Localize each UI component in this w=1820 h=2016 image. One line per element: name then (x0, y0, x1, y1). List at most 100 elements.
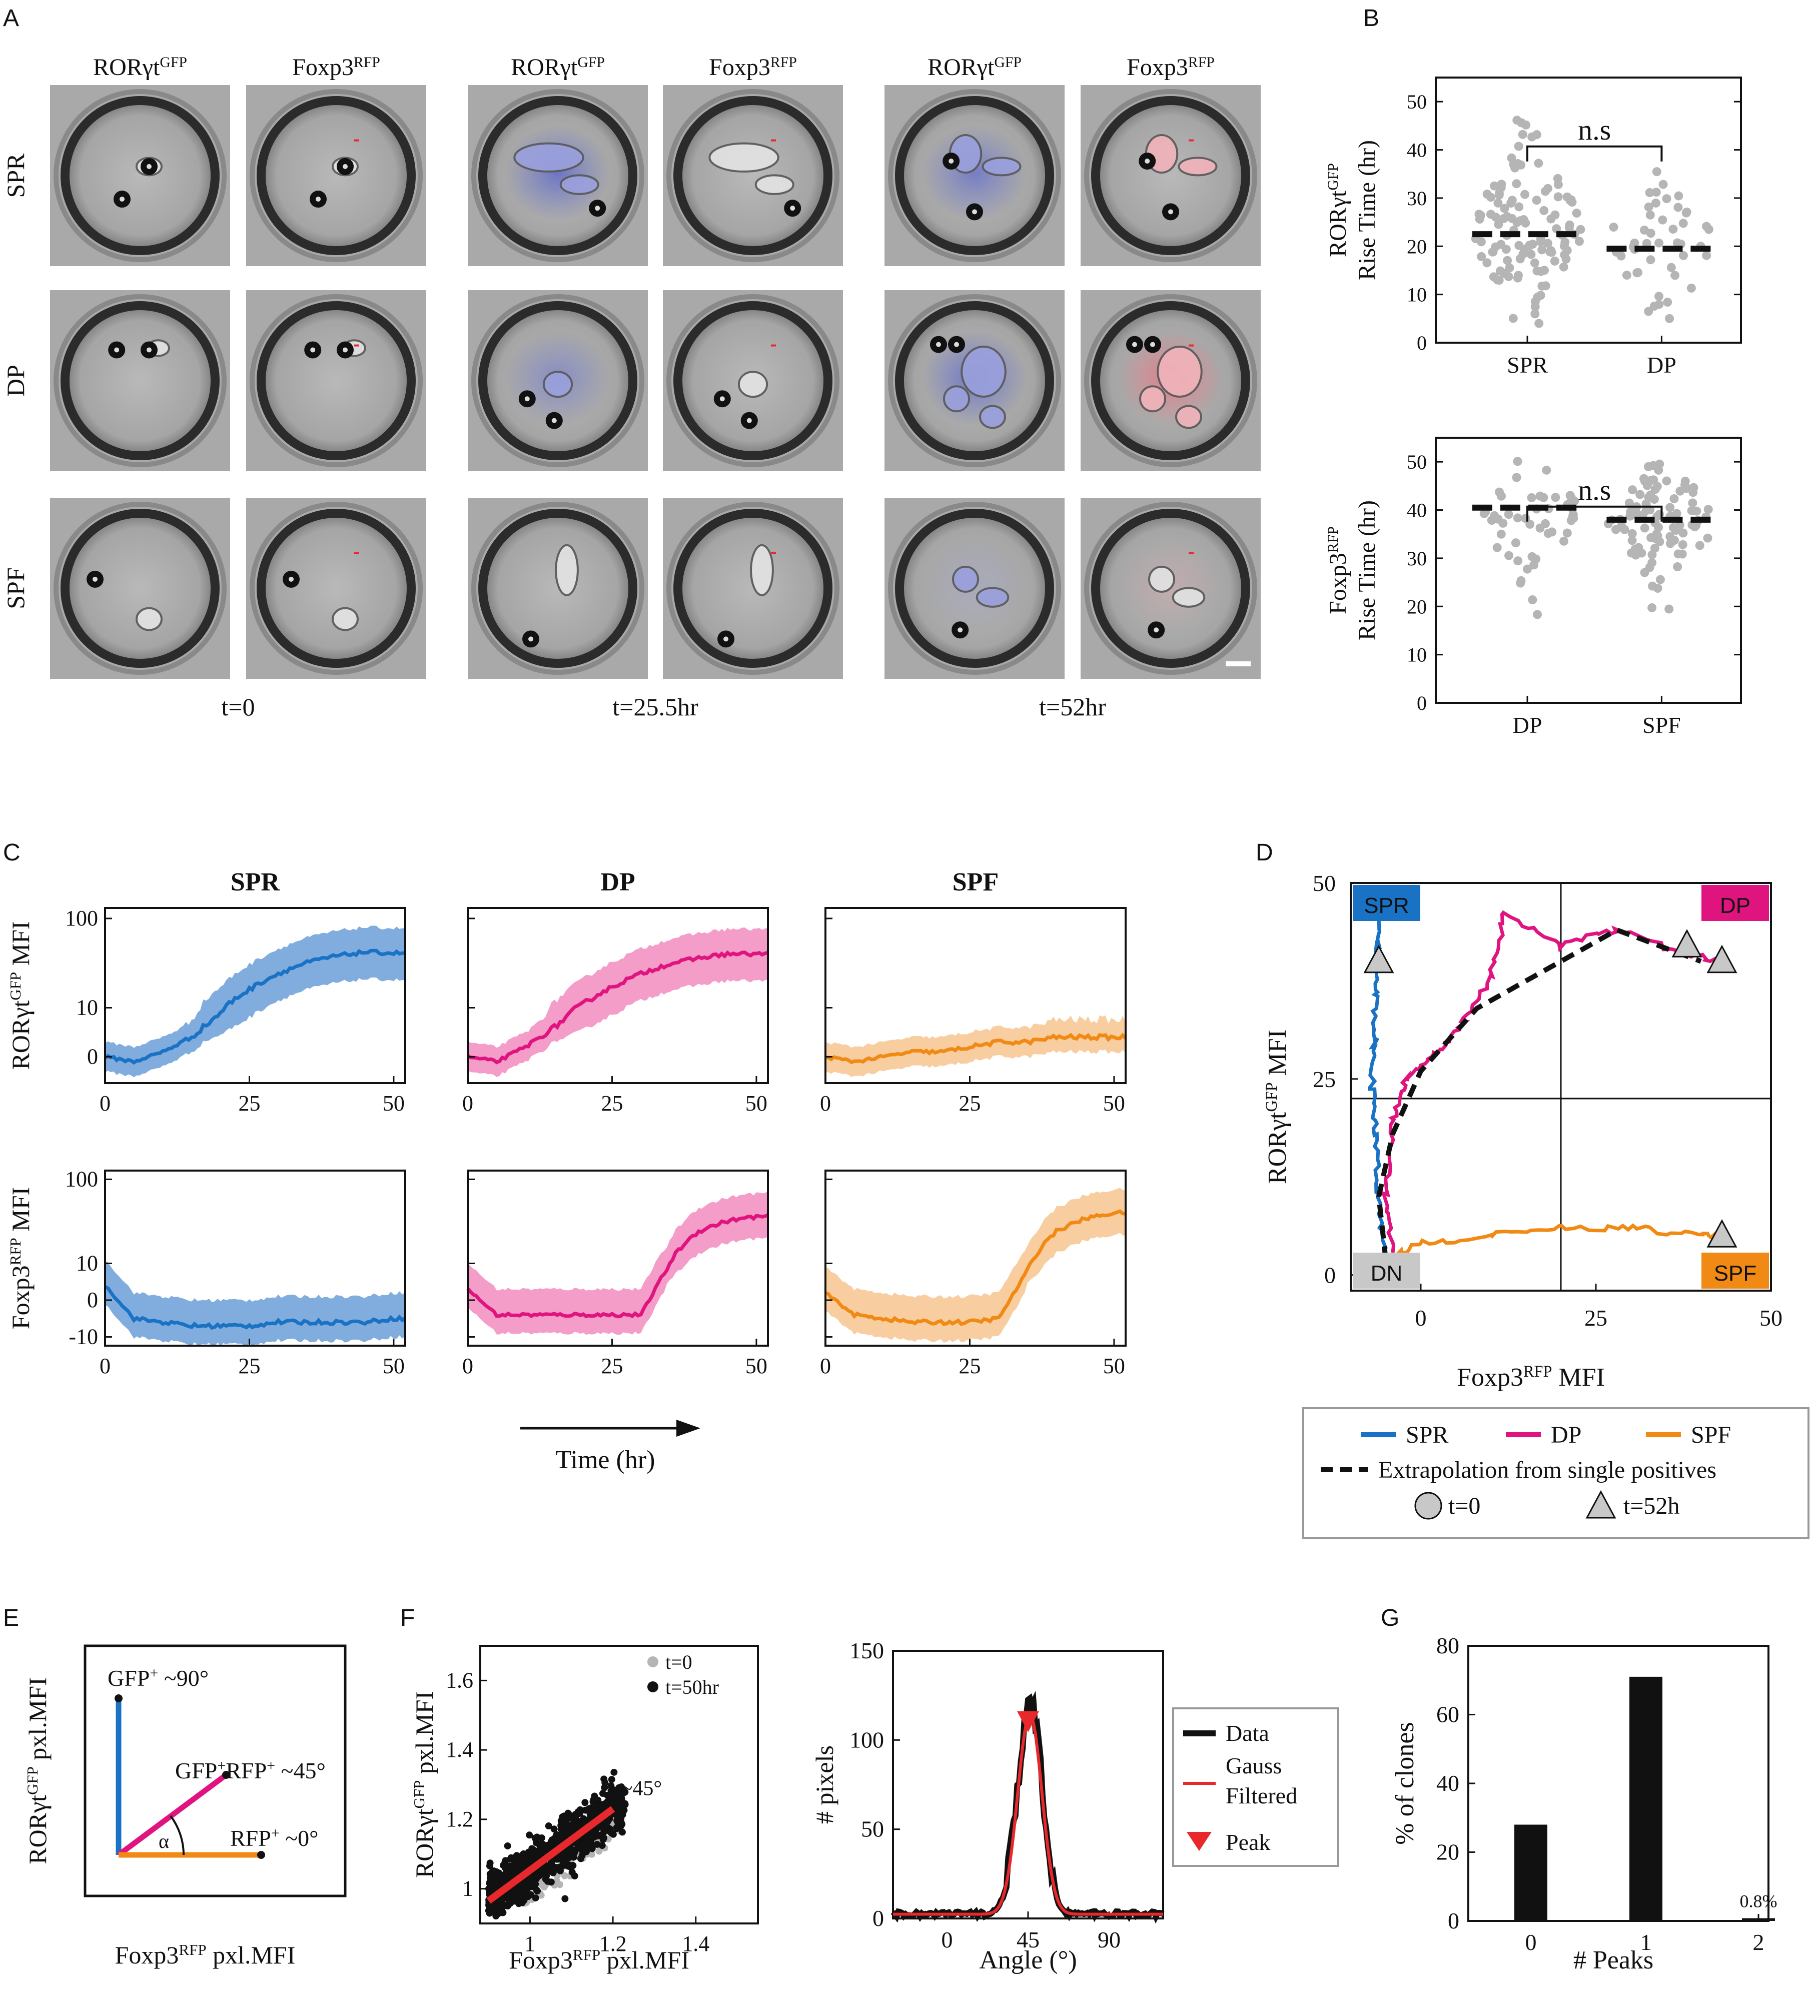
data-point (1665, 532, 1675, 541)
plot-frame (467, 1170, 769, 1347)
trajectory-spr (1367, 912, 1390, 1259)
data-point-t50 (518, 1899, 526, 1906)
well-outer (250, 89, 423, 262)
data-point (1622, 271, 1631, 280)
well (673, 96, 832, 255)
data-point (1546, 246, 1556, 256)
data-point-t50 (621, 1800, 629, 1808)
data-point-t50 (507, 1899, 514, 1907)
well (257, 301, 416, 460)
cell-body (1175, 405, 1202, 429)
rfp-speck (1189, 344, 1194, 347)
data-point (1624, 498, 1634, 508)
gauss-filtered-curve (893, 1711, 1163, 1916)
y-tick-label: 0 (87, 1045, 98, 1069)
micrograph-r1-c2 (468, 290, 648, 471)
label-main: Foxp3 (115, 1941, 179, 1969)
well-outer (250, 294, 423, 467)
label-suffix: MFI (1263, 1030, 1292, 1082)
label-sup: GFP (994, 54, 1022, 71)
data-point (1654, 292, 1664, 301)
schematic-frame (84, 1644, 347, 1897)
legend-label: SPF (1691, 1422, 1731, 1448)
x-tick-label: 50 (1103, 1354, 1125, 1378)
bead-highlight (551, 418, 557, 423)
data-point (1499, 214, 1508, 223)
data-point-t50 (562, 1822, 569, 1830)
data-point (1651, 198, 1660, 208)
rfp-speck (354, 552, 359, 554)
data-point (1551, 493, 1560, 502)
data-point (1518, 249, 1528, 259)
y-axis-label: Foxp3RFP (1325, 526, 1352, 614)
significance-bracket (1526, 505, 1663, 522)
label-main: Foxp3 (292, 54, 354, 81)
bar-0 (1514, 1824, 1547, 1921)
data-point-t50 (540, 1847, 548, 1854)
cell-body (961, 345, 1007, 398)
label-main: RORγt (7, 1000, 35, 1070)
data-point-t50 (487, 1906, 495, 1913)
label-sup: GFP (1262, 1082, 1280, 1112)
cell-body (737, 371, 768, 398)
label-main: RORγt (511, 54, 578, 81)
label-suffix: MFI (7, 1187, 35, 1238)
label-suffix: pxl.MFI (410, 1691, 438, 1780)
bead-highlight (719, 396, 725, 402)
well-outer (54, 502, 227, 675)
data-point (1650, 543, 1659, 553)
data-point-t50 (582, 1839, 589, 1847)
data-point (1627, 536, 1637, 545)
quadrant-label-spr-box (1353, 885, 1420, 921)
data-point (1647, 558, 1657, 567)
cell-body (1157, 345, 1203, 398)
rfp-speck (1189, 552, 1194, 554)
rfp-endpoint (257, 1851, 265, 1859)
row-label-spf: SPF (2, 567, 30, 609)
panel-f-pixel-analysis: ~45° t=0 t=50hr 1 1.2 1.4 1 1.2 1.4 1.6 RORγtGFP p… (410, 1638, 1339, 1974)
well (673, 509, 832, 668)
mean-line (104, 948, 406, 1065)
mean-line (825, 1033, 1127, 1065)
data-point-t50 (527, 1891, 534, 1898)
data-point (1559, 536, 1569, 546)
data-point-t50 (576, 1844, 583, 1852)
micrograph-r0-c3 (663, 85, 843, 266)
label-sup: RFP (354, 54, 380, 71)
label-sup: GFP (410, 1780, 428, 1809)
well-outer (1084, 89, 1257, 262)
data-point (1486, 210, 1495, 219)
x-tick-label: 50 (383, 1354, 405, 1378)
x-tick-label: 0 (820, 1091, 831, 1116)
data-point-t50 (615, 1817, 622, 1825)
rfp-speck (354, 139, 359, 142)
data-point-t50 (544, 1877, 551, 1885)
y-tick-label: 80 (1436, 1633, 1459, 1658)
data-point (1704, 225, 1713, 234)
y-tick-label: 50 (1407, 451, 1427, 473)
data-point (1503, 256, 1512, 265)
data-point (1547, 527, 1557, 537)
data-point-t50 (545, 1822, 552, 1830)
data-point (1526, 250, 1536, 259)
x-axis-label: Angle (°) (979, 1946, 1077, 1974)
data-point (1655, 459, 1664, 469)
data-point (1562, 528, 1572, 538)
y-tick-label: 20 (1436, 1839, 1459, 1865)
cell-body (332, 607, 359, 631)
mfi-plot-r1-c2: 0 25 50 (820, 1170, 1127, 1378)
data-point-t50 (527, 1874, 535, 1881)
y-tick-label: 1.2 (446, 1807, 473, 1831)
data-point (1513, 513, 1522, 523)
time-label: t=52hr (1039, 693, 1106, 721)
bead-highlight (1145, 159, 1150, 164)
x-tick-label: 50 (745, 1091, 767, 1116)
data-point (1541, 281, 1550, 291)
data-point-t50 (523, 1885, 531, 1892)
y-axis-label: % of clones (1391, 1722, 1419, 1844)
plot-frame (892, 1650, 1164, 1919)
plot-frame (467, 907, 769, 1084)
x-tick-label: 25 (1584, 1305, 1607, 1331)
